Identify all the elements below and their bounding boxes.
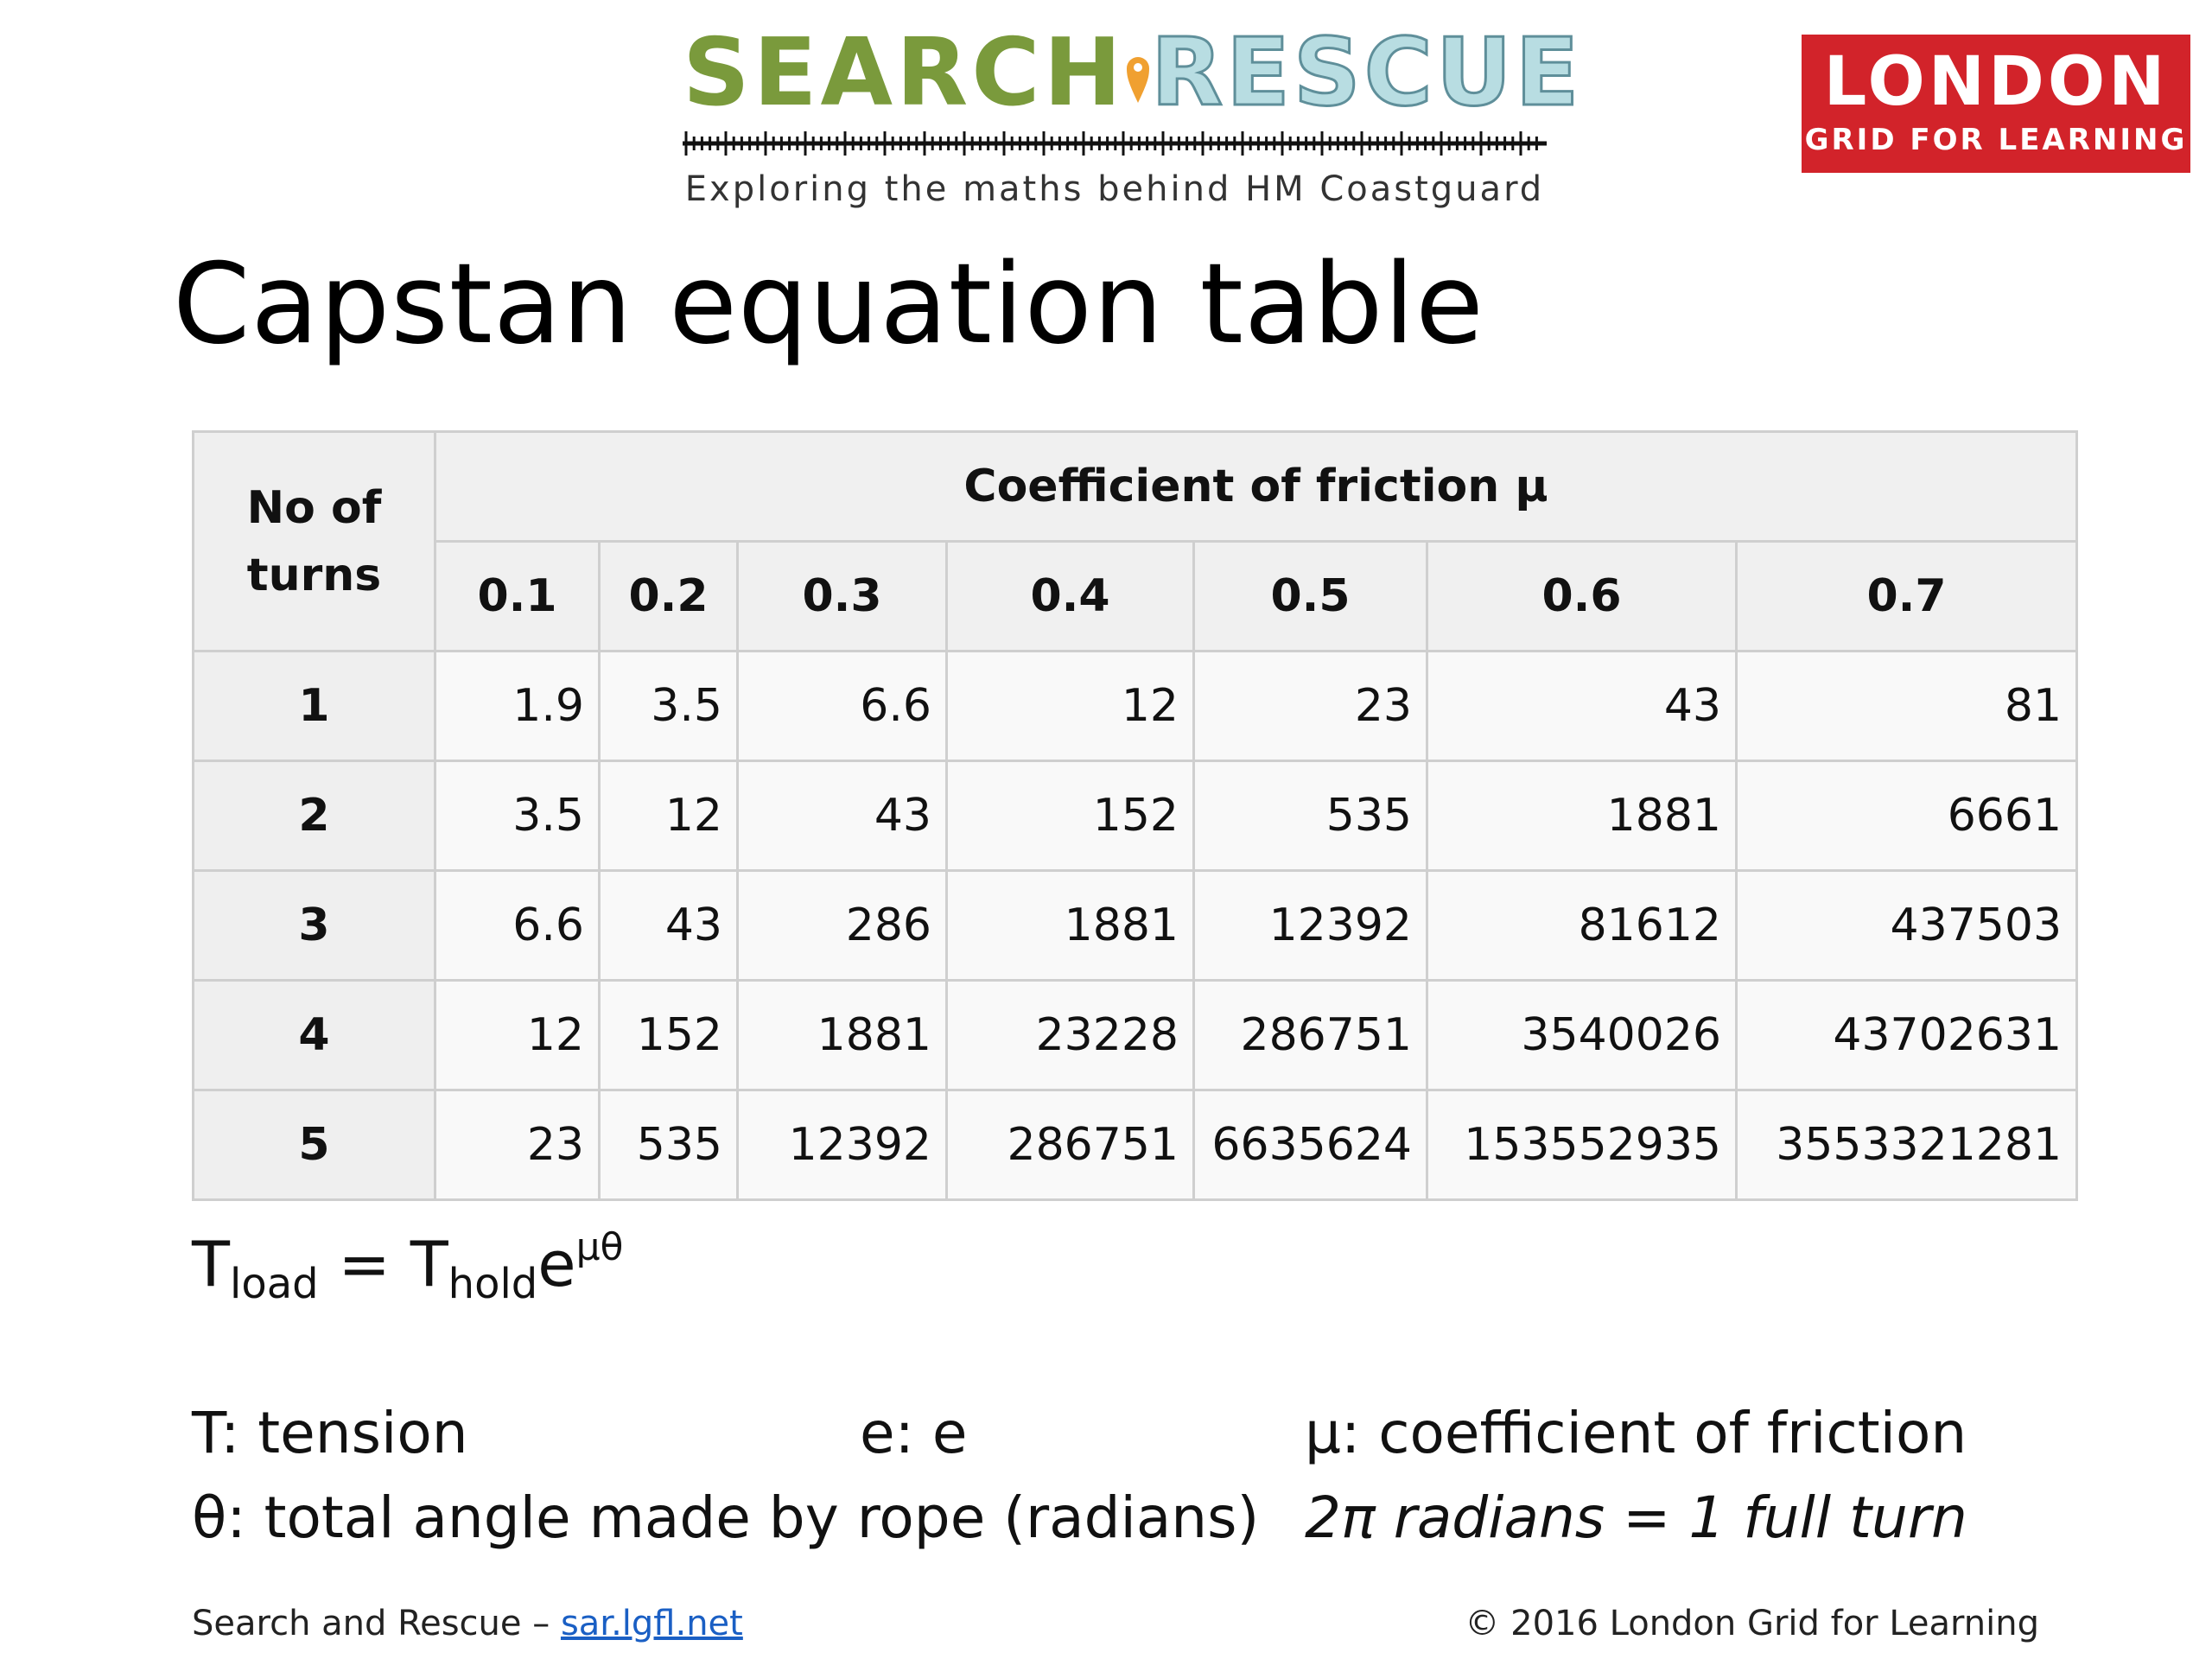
table-row: 2 3.5 12 43 152 535 1881 6661 [192, 760, 2079, 872]
coefficient-header: 0.6 [1426, 540, 1738, 652]
value-cell: 43 [1426, 650, 1738, 762]
search-rescue-logo: SEARCH RESCUE Exploring the maths behind … [683, 24, 1580, 209]
turns-cell: 5 [192, 1089, 436, 1201]
table-row: 5 23 535 12392 286751 6635624 153552935 … [192, 1089, 2079, 1201]
formula-sub-hold: hold [448, 1260, 538, 1308]
legend-friction: μ: coefficient of friction [1305, 1400, 1967, 1466]
coefficient-header: 0.1 [434, 540, 601, 652]
coefficient-header: 0.2 [598, 540, 739, 652]
coefficient-header: 0.5 [1192, 540, 1428, 652]
table-row: 4 12 152 1881 23228 286751 3540026 43702… [192, 979, 2079, 1091]
footer-source-label: Search and Rescue – [192, 1604, 561, 1643]
legend-e: e: e [860, 1400, 968, 1466]
value-cell: 3.5 [598, 650, 739, 762]
lgfl-logo-line2: GRID FOR LEARNING [1804, 123, 2188, 157]
value-cell: 1881 [945, 869, 1195, 982]
value-cell: 152 [945, 760, 1195, 872]
coefficient-header-row: 0.1 0.2 0.3 0.4 0.5 0.6 0.7 [194, 540, 2079, 652]
capstan-formula: Tload = Tholdeμθ [192, 1225, 623, 1308]
friction-group-header: Coefficient of friction μ [433, 430, 2079, 543]
ruler-icon [683, 131, 1547, 156]
table-row: 3 6.6 43 286 1881 12392 81612 437503 [192, 869, 2079, 982]
coefficient-header: 0.4 [945, 540, 1195, 652]
value-cell: 1881 [1426, 760, 1738, 872]
lgfl-logo: LONDON GRID FOR LEARNING [1802, 35, 2190, 173]
value-cell: 3553321281 [1734, 1089, 2079, 1201]
value-cell: 43 [598, 869, 739, 982]
turns-cell: 3 [192, 869, 436, 982]
value-cell: 23228 [945, 979, 1195, 1091]
value-cell: 12392 [1192, 869, 1428, 982]
logo-title: SEARCH RESCUE [683, 24, 1580, 122]
turns-cell: 1 [192, 650, 436, 762]
value-cell: 535 [598, 1089, 739, 1201]
value-cell: 286 [736, 869, 948, 982]
turns-cell: 2 [192, 760, 436, 872]
turns-header-line2: turns [246, 549, 382, 601]
footer-source: Search and Rescue – sar.lgfl.net [192, 1604, 743, 1643]
value-cell: 535 [1192, 760, 1428, 872]
value-cell: 286751 [945, 1089, 1195, 1201]
table-row: 1 1.9 3.5 6.6 12 23 43 81 [192, 650, 2079, 762]
coefficient-header: 0.3 [736, 540, 948, 652]
formula-equals: = [318, 1228, 410, 1300]
legend-angle: θ: total angle made by rope (radians) [192, 1484, 1260, 1551]
value-cell: 286751 [1192, 979, 1428, 1091]
logo-word-rescue: RESCUE [1149, 19, 1583, 127]
formula-t-hold: T [410, 1228, 448, 1300]
value-cell: 12 [434, 979, 601, 1091]
value-cell: 81612 [1426, 869, 1738, 982]
footer-link[interactable]: sar.lgfl.net [560, 1604, 743, 1643]
lgfl-logo-line1: LONDON [1823, 43, 2169, 121]
legend-tension: T: tension [192, 1400, 468, 1466]
value-cell: 12 [598, 760, 739, 872]
logo-tagline: Exploring the maths behind HM Coastguard [684, 169, 1545, 209]
value-cell: 437503 [1734, 869, 2079, 982]
value-cell: 12392 [736, 1089, 948, 1201]
page-title: Capstan equation table [173, 240, 1484, 369]
capstan-table: No of turns Coefficient of friction μ 0.… [192, 430, 2079, 1201]
value-cell: 23 [434, 1089, 601, 1201]
value-cell: 3.5 [434, 760, 601, 872]
formula-t-load: T [192, 1228, 230, 1300]
value-cell: 6.6 [434, 869, 601, 982]
value-cell: 1.9 [434, 650, 601, 762]
value-cell: 3540026 [1426, 979, 1738, 1091]
value-cell: 1881 [736, 979, 948, 1091]
value-cell: 12 [945, 650, 1195, 762]
value-cell: 153552935 [1426, 1089, 1738, 1201]
value-cell: 6.6 [736, 650, 948, 762]
formula-exponent: μθ [575, 1225, 624, 1269]
turns-header-line1: No of [246, 481, 382, 534]
value-cell: 43702631 [1734, 979, 2079, 1091]
coefficient-header: 0.7 [1734, 540, 2079, 652]
value-cell: 23 [1192, 650, 1428, 762]
value-cell: 6635624 [1192, 1089, 1428, 1201]
logo-word-search: SEARCH [683, 19, 1125, 127]
value-cell: 43 [736, 760, 948, 872]
value-cell: 6661 [1734, 760, 2079, 872]
table-header-row: No of turns Coefficient of friction μ [192, 430, 2079, 652]
legend-full-turn: 2π radians = 1 full turn [1305, 1484, 1967, 1551]
turns-header: No of turns [192, 430, 436, 652]
value-cell: 81 [1734, 650, 2079, 762]
map-pin-icon [1125, 26, 1151, 121]
turns-cell: 4 [192, 979, 436, 1091]
footer-copyright: © 2016 London Grid for Learning [1465, 1604, 2039, 1643]
formula-sub-load: load [229, 1260, 319, 1308]
formula-e: e [537, 1228, 576, 1300]
value-cell: 152 [598, 979, 739, 1091]
